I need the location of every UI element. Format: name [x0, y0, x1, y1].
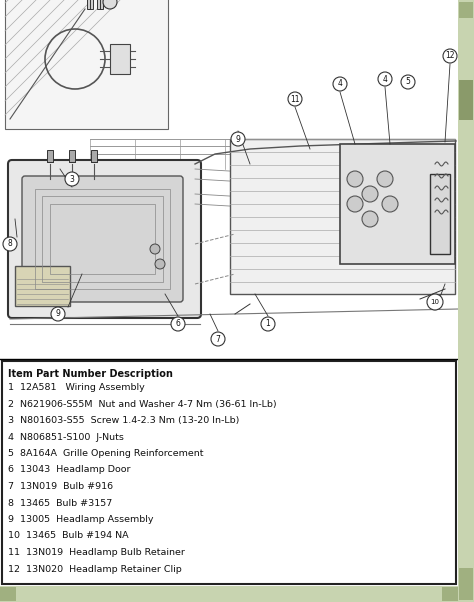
Circle shape — [377, 171, 393, 187]
Text: 4: 4 — [383, 75, 387, 84]
Bar — [442, 587, 458, 601]
Bar — [110, 44, 130, 74]
Bar — [459, 80, 473, 120]
Text: 1: 1 — [265, 320, 270, 329]
Circle shape — [288, 92, 302, 106]
Text: 8  13465  Bulb #3157: 8 13465 Bulb #3157 — [8, 498, 112, 507]
Bar — [0, 586, 458, 602]
Bar — [91, 150, 97, 162]
Circle shape — [347, 171, 363, 187]
Circle shape — [347, 196, 363, 212]
Text: 3: 3 — [70, 175, 74, 184]
Bar — [97, 0, 103, 9]
Circle shape — [362, 186, 378, 202]
Text: 12: 12 — [445, 52, 455, 60]
Text: 9: 9 — [55, 309, 61, 318]
Bar — [87, 0, 93, 9]
Text: 10: 10 — [430, 299, 439, 305]
Bar — [2, 361, 456, 584]
Circle shape — [171, 317, 185, 331]
FancyBboxPatch shape — [8, 160, 201, 318]
Text: 5: 5 — [406, 78, 410, 87]
Circle shape — [382, 196, 398, 212]
Circle shape — [103, 0, 117, 9]
Text: 4: 4 — [337, 79, 342, 88]
Text: 9  13005  Headlamp Assembly: 9 13005 Headlamp Assembly — [8, 515, 154, 524]
Text: 7: 7 — [216, 335, 220, 344]
Bar — [459, 568, 473, 584]
Bar — [42, 196, 163, 282]
Bar — [340, 144, 455, 264]
Circle shape — [150, 244, 160, 254]
Text: 10  13465  Bulb #194 NA: 10 13465 Bulb #194 NA — [8, 532, 128, 541]
Circle shape — [333, 77, 347, 91]
Circle shape — [401, 75, 415, 89]
Circle shape — [211, 332, 225, 346]
Bar — [0, 587, 16, 601]
Bar — [0, 0, 458, 359]
Circle shape — [51, 307, 65, 321]
FancyBboxPatch shape — [22, 176, 183, 302]
Bar — [47, 150, 53, 162]
Circle shape — [65, 172, 79, 186]
Text: 9: 9 — [236, 134, 240, 143]
Circle shape — [155, 259, 165, 269]
Circle shape — [3, 237, 17, 251]
Circle shape — [378, 72, 392, 86]
Text: 3  N801603-S55  Screw 1.4-2.3 Nm (13-20 In-Lb): 3 N801603-S55 Screw 1.4-2.3 Nm (13-20 In… — [8, 416, 239, 425]
Bar — [69, 150, 75, 162]
Text: 8: 8 — [8, 240, 12, 249]
Bar — [459, 584, 473, 600]
Text: 11  13N019  Headlamp Bulb Retainer: 11 13N019 Headlamp Bulb Retainer — [8, 548, 185, 557]
Bar — [458, 0, 474, 602]
Text: 6  13043  Headlamp Door: 6 13043 Headlamp Door — [8, 465, 130, 474]
Circle shape — [261, 317, 275, 331]
Text: 11: 11 — [290, 95, 300, 104]
Text: 1  12A581   Wiring Assembly: 1 12A581 Wiring Assembly — [8, 383, 145, 392]
Text: 5  8A164A  Grille Opening Reinforcement: 5 8A164A Grille Opening Reinforcement — [8, 449, 203, 458]
Bar — [35, 189, 170, 289]
Text: 2  N621906-S55M  Nut and Washer 4-7 Nm (36-61 In-Lb): 2 N621906-S55M Nut and Washer 4-7 Nm (36… — [8, 400, 277, 409]
Bar — [230, 139, 455, 294]
Text: Item Part Number Description: Item Part Number Description — [8, 369, 173, 379]
Circle shape — [443, 49, 457, 63]
Bar — [50, 204, 155, 274]
Circle shape — [231, 132, 245, 146]
Circle shape — [427, 294, 443, 310]
Text: 7  13N019  Bulb #916: 7 13N019 Bulb #916 — [8, 482, 113, 491]
Text: 6: 6 — [175, 320, 181, 329]
Text: 12  13N020  Headlamp Retainer Clip: 12 13N020 Headlamp Retainer Clip — [8, 565, 182, 574]
Text: 4  N806851-S100  J-Nuts: 4 N806851-S100 J-Nuts — [8, 432, 124, 441]
Bar — [5, 0, 168, 129]
Circle shape — [362, 211, 378, 227]
Bar — [459, 2, 473, 18]
Bar — [15, 266, 70, 306]
Bar — [430, 174, 450, 254]
